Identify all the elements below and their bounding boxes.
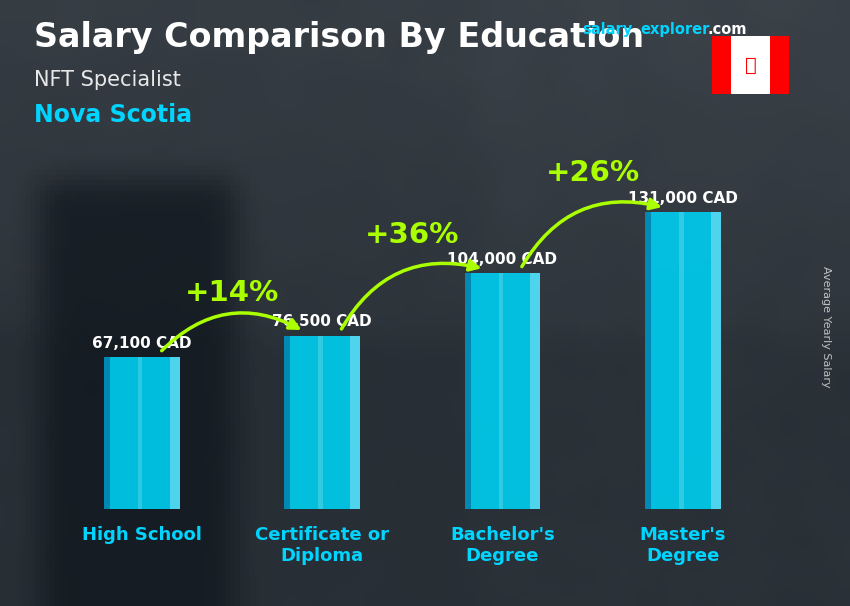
Text: explorer: explorer [640, 22, 710, 38]
Text: 🍁: 🍁 [745, 56, 756, 75]
Text: Average Yearly Salary: Average Yearly Salary [821, 267, 831, 388]
Bar [284, 336, 360, 509]
Bar [679, 212, 683, 509]
Bar [284, 336, 290, 509]
Bar [318, 336, 323, 509]
Text: 76,500 CAD: 76,500 CAD [272, 315, 372, 329]
Text: 131,000 CAD: 131,000 CAD [628, 191, 738, 205]
Text: +14%: +14% [184, 279, 279, 307]
Bar [350, 336, 360, 509]
Text: NFT Specialist: NFT Specialist [34, 70, 181, 90]
Bar [170, 357, 179, 509]
Text: Salary Comparison By Education: Salary Comparison By Education [34, 21, 644, 54]
Bar [465, 273, 541, 509]
Bar [645, 212, 721, 509]
Bar [465, 273, 471, 509]
Text: 67,100 CAD: 67,100 CAD [92, 336, 191, 350]
Text: .com: .com [707, 22, 746, 38]
Bar [530, 273, 541, 509]
Text: Nova Scotia: Nova Scotia [34, 103, 192, 127]
Bar [104, 357, 110, 509]
Text: +36%: +36% [365, 221, 460, 248]
Text: +26%: +26% [546, 159, 640, 187]
Bar [712, 36, 731, 94]
Bar [499, 273, 503, 509]
Bar [645, 212, 651, 509]
Text: 104,000 CAD: 104,000 CAD [447, 252, 558, 267]
Bar [138, 357, 143, 509]
Bar [711, 212, 721, 509]
Bar [104, 357, 179, 509]
Bar [769, 36, 789, 94]
FancyArrowPatch shape [342, 261, 478, 329]
FancyArrowPatch shape [162, 313, 298, 351]
Text: salary: salary [582, 22, 632, 38]
FancyArrowPatch shape [522, 199, 658, 267]
